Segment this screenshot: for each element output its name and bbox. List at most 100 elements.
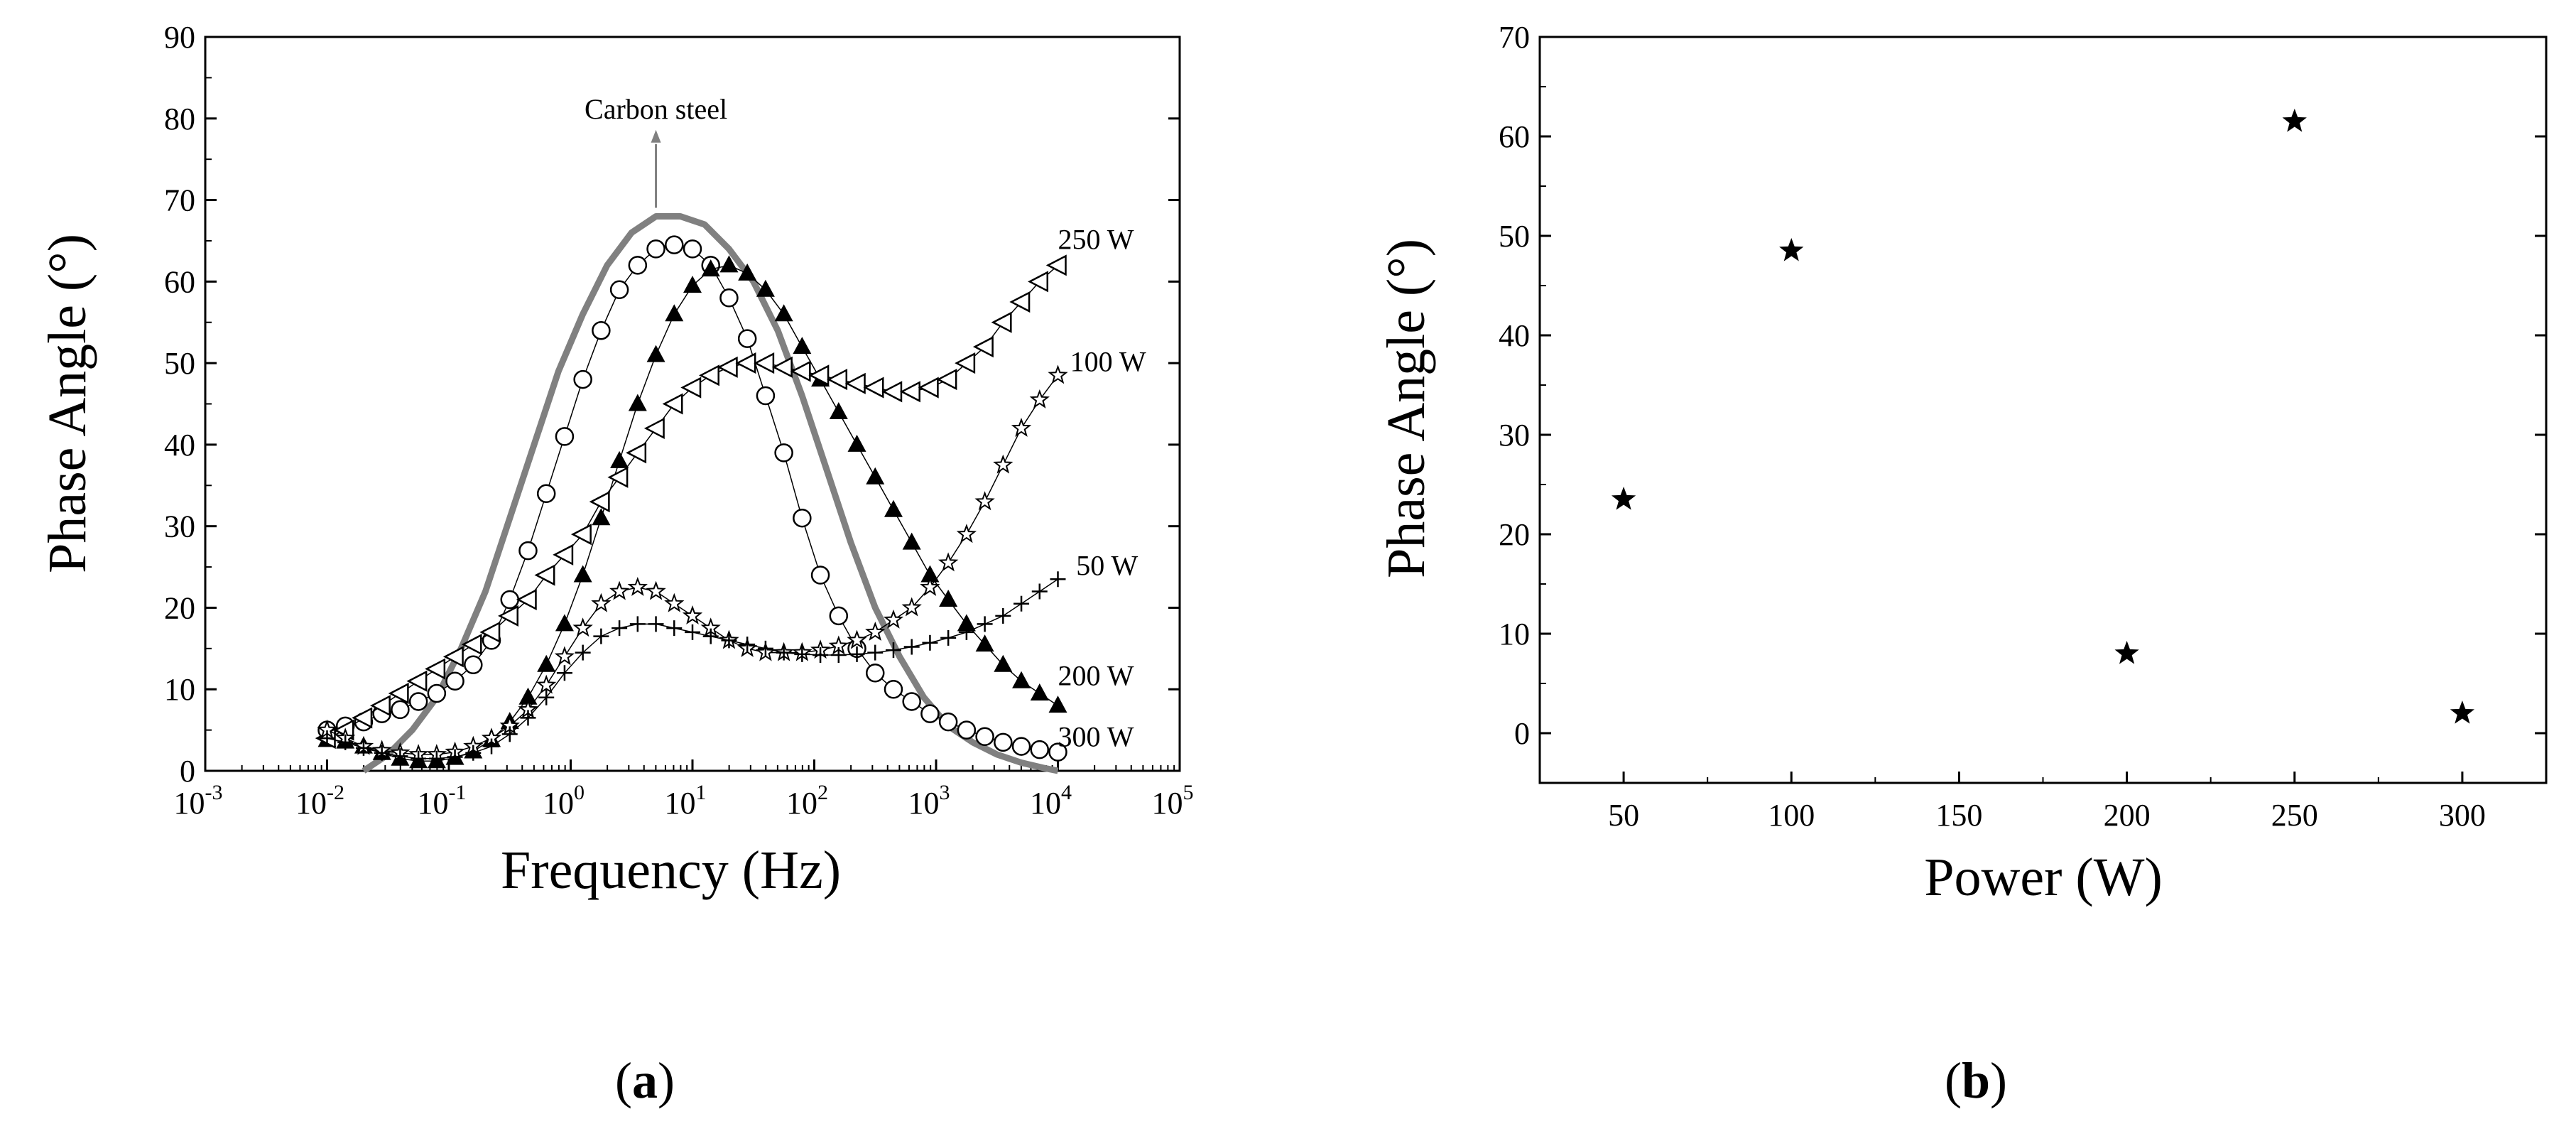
x-tick-base: 10 <box>418 786 449 821</box>
data-point <box>665 304 684 322</box>
x-tick-base: 10 <box>908 786 940 821</box>
data-point-star <box>1779 238 1804 261</box>
data-point <box>337 734 354 750</box>
caption-b-letter: b <box>1962 1052 1990 1109</box>
panel-a-y-ticks: 0 10 20 30 40 50 60 70 80 90 <box>164 20 1180 789</box>
data-point <box>442 646 464 668</box>
x-tick-label: 200 <box>2104 798 2151 833</box>
panel-b-points <box>1612 109 2474 724</box>
y-tick-label: 0 <box>1514 716 1530 751</box>
data-point <box>717 356 738 378</box>
x-tick-label: 10-3 <box>174 781 223 821</box>
data-point <box>756 386 776 406</box>
x-tick-exponent: 1 <box>696 781 707 804</box>
data-point <box>648 616 664 632</box>
data-point-star <box>2114 641 2139 664</box>
data-point <box>461 634 482 656</box>
data-point <box>518 687 538 705</box>
data-point <box>427 683 447 703</box>
annotation-label: 200 W <box>1058 659 1134 691</box>
data-point <box>683 239 702 259</box>
annotation-label: Carbon steel <box>585 93 727 125</box>
data-point <box>918 377 939 399</box>
data-point <box>844 372 866 394</box>
x-tick-base: 10 <box>665 786 696 821</box>
data-point <box>719 288 739 308</box>
data-point <box>865 622 886 641</box>
y-tick-label: 90 <box>164 20 195 55</box>
data-point <box>406 670 428 692</box>
data-point <box>975 634 994 652</box>
x-tick-label: 104 <box>1030 781 1072 821</box>
data-point <box>628 394 647 411</box>
data-point <box>556 665 572 681</box>
data-point <box>554 646 575 666</box>
data-point <box>445 671 464 691</box>
data-point <box>392 748 408 764</box>
data-point <box>830 647 847 664</box>
x-tick-label: 102 <box>786 781 828 821</box>
data-point <box>920 704 940 723</box>
data-point <box>572 617 593 637</box>
data-point <box>573 369 592 389</box>
data-point <box>863 377 884 399</box>
y-tick-label: 60 <box>1499 119 1530 154</box>
data-point <box>719 255 739 273</box>
series-connector-line <box>327 244 1058 753</box>
data-point <box>683 276 702 293</box>
data-point <box>957 720 977 740</box>
data-point <box>920 565 940 583</box>
y-tick-label: 30 <box>1499 418 1530 453</box>
data-point <box>643 417 665 439</box>
data-point <box>498 605 518 627</box>
data-point-star <box>2282 109 2307 132</box>
series-300-w <box>317 235 1067 762</box>
data-point <box>609 580 630 600</box>
caption-a: (a) <box>615 1052 675 1109</box>
data-point <box>355 740 371 756</box>
data-point <box>391 700 410 720</box>
data-point <box>829 401 848 419</box>
data-point <box>702 628 719 644</box>
data-point <box>408 692 428 711</box>
data-point <box>813 647 829 664</box>
data-point <box>646 580 666 600</box>
data-point <box>501 726 518 742</box>
data-point <box>735 352 756 374</box>
caption-b: (b) <box>1945 1052 2007 1109</box>
panel-b-chart: 0 10 20 30 40 50 60 70 50 100 150 200 250 300 Power … <box>1376 20 2548 907</box>
data-point <box>901 597 922 617</box>
data-point <box>867 644 884 661</box>
x-tick-label: 50 <box>1608 798 1639 833</box>
data-point <box>464 655 483 675</box>
data-point <box>536 484 556 504</box>
data-point <box>592 320 611 340</box>
data-point <box>1048 364 1068 384</box>
data-point <box>646 239 665 259</box>
data-point <box>374 745 390 761</box>
data-point <box>538 689 555 705</box>
data-point <box>793 508 812 528</box>
data-point <box>610 450 629 468</box>
y-tick-label: 50 <box>1499 219 1530 254</box>
data-point <box>757 640 773 656</box>
annotation-label: 300 W <box>1058 721 1134 753</box>
panel-b-y-axis-label: Phase Angle (°) <box>1376 239 1436 578</box>
data-point <box>1012 671 1031 688</box>
data-point <box>479 621 501 643</box>
annotation-arrow-head <box>651 129 661 143</box>
data-point <box>1030 740 1050 759</box>
carbon-steel-curve <box>362 213 1059 774</box>
data-point <box>881 381 903 403</box>
y-tick-label: 70 <box>1499 20 1530 55</box>
data-point <box>388 682 409 705</box>
data-point <box>829 606 849 626</box>
data-point <box>666 620 683 637</box>
data-point <box>794 646 810 662</box>
data-point <box>938 712 958 732</box>
data-point <box>938 552 959 572</box>
data-point <box>776 644 792 661</box>
data-point <box>849 646 865 662</box>
